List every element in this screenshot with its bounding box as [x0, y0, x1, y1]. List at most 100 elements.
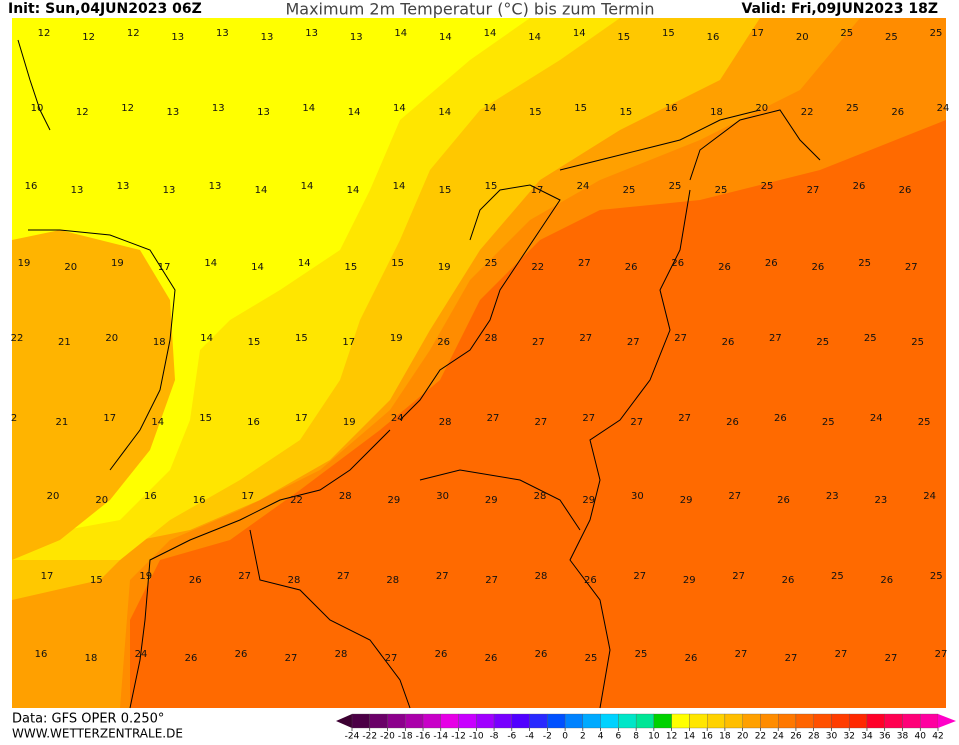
temperature-value: 27 — [835, 649, 848, 660]
temperature-value: 16 — [35, 649, 48, 660]
legend-tick-label: 18 — [719, 732, 731, 742]
temperature-value: 28 — [439, 417, 452, 428]
temperature-value: 15 — [662, 28, 675, 39]
temperature-value: 27 — [627, 337, 640, 348]
temperature-value: 14 — [484, 28, 497, 39]
temperature-value: 26 — [718, 262, 731, 273]
legend-tick-label: 12 — [666, 732, 677, 742]
temperature-value: 16 — [707, 32, 720, 43]
temperature-value: 13 — [163, 185, 176, 196]
legend-swatch — [458, 713, 477, 729]
temperature-value: 16 — [144, 491, 157, 502]
temperature-value: 27 — [735, 649, 748, 660]
temperature-value: 14 — [151, 417, 164, 428]
temperature-value: 15 — [248, 337, 261, 348]
temperature-value: 14 — [348, 107, 361, 118]
temperature-value: 12 — [76, 107, 89, 118]
temperature-value: 29 — [388, 495, 401, 506]
temperature-value: 19 — [390, 333, 403, 344]
valid-label: Valid: Fri,09JUN2023 18Z — [741, 1, 938, 17]
temperature-value: 14 — [393, 181, 406, 192]
legend-swatch — [529, 713, 548, 729]
temperature-value: 28 — [335, 649, 348, 660]
legend-swatch — [902, 713, 921, 729]
temperature-value: 15 — [295, 333, 308, 344]
temperature-value: 24 — [135, 649, 148, 660]
temperature-value: 14 — [439, 32, 452, 43]
temperature-value: 25 — [840, 28, 853, 39]
temperature-value: 12 — [38, 28, 51, 39]
temperature-value: 27 — [885, 653, 898, 664]
legend-swatch — [831, 713, 850, 729]
temperature-value: 20 — [64, 262, 77, 273]
temperature-value: 21 — [56, 417, 69, 428]
legend-swatch — [760, 713, 779, 729]
temperature-value: 26 — [435, 649, 448, 660]
temperature-value: 22 — [290, 495, 303, 506]
legend-swatch — [689, 713, 708, 729]
temperature-value: 26 — [485, 653, 498, 664]
temperature-value: 12 — [127, 28, 140, 39]
temperature-value: 25 — [761, 181, 774, 192]
temperature-value: 21 — [58, 337, 71, 348]
temperature-value: 25 — [918, 417, 931, 428]
legend-swatch — [849, 713, 868, 729]
temperature-value: 19 — [139, 571, 152, 582]
temperature-value: 27 — [487, 413, 500, 424]
temperature-value: 19 — [18, 258, 31, 269]
temperature-value: 22 — [801, 107, 814, 118]
legend-tick-label: -18 — [398, 732, 413, 742]
temperature-value: 27 — [532, 337, 545, 348]
temperature-value: 14 — [438, 107, 451, 118]
legend-swatch — [582, 713, 601, 729]
legend-tick-label: 20 — [737, 732, 749, 742]
temperature-value: 18 — [85, 653, 98, 664]
temperature-value: 13 — [209, 181, 222, 192]
temperature-value: 17 — [295, 413, 308, 424]
legend-swatch — [351, 713, 370, 729]
temperature-value: 24 — [870, 413, 883, 424]
legend-tick-label: -22 — [362, 732, 377, 742]
temperature-value: 17 — [41, 571, 54, 582]
temperature-value: 29 — [683, 575, 696, 586]
legend-swatch — [635, 713, 655, 729]
temperature-value: 17 — [531, 185, 544, 196]
temperature-value: 27 — [807, 185, 820, 196]
legend-tick-label: 38 — [897, 732, 909, 742]
legend-tick-label: 6 — [615, 732, 621, 742]
temperature-value: 13 — [117, 181, 130, 192]
temperature-value: 28 — [288, 575, 301, 586]
temperature-value: 13 — [257, 107, 270, 118]
temperature-value: 25 — [911, 337, 924, 348]
legend-swatch — [742, 713, 761, 729]
temperature-value: 25 — [846, 103, 859, 114]
legend-tick-label: 4 — [598, 732, 604, 742]
temperature-value: 25 — [822, 417, 835, 428]
legend-tick-label: 40 — [915, 732, 927, 742]
temperature-value: 13 — [167, 107, 180, 118]
legend-swatch — [920, 713, 939, 729]
temperature-value: 26 — [782, 575, 795, 586]
legend-tick-label: -12 — [451, 732, 466, 742]
temperature-value: 29 — [485, 495, 498, 506]
legend-tick-label: 22 — [755, 732, 766, 742]
legend-swatch — [600, 713, 619, 729]
temperature-value: 14 — [204, 258, 217, 269]
temperature-value: 17 — [103, 413, 116, 424]
temperature-value: 26 — [584, 575, 597, 586]
legend-tick-label: 30 — [826, 732, 838, 742]
temperature-value: 15 — [345, 262, 358, 273]
temperature-value: 12 — [121, 103, 134, 114]
temperature-value: 27 — [633, 571, 646, 582]
temperature-value: 15 — [574, 103, 587, 114]
coastline — [17, 39, 821, 709]
legend-swatch — [866, 713, 885, 729]
legend-arrow-right — [938, 714, 956, 728]
legend-tick-label: -14 — [433, 732, 448, 742]
legend-swatch — [564, 713, 583, 729]
temperature-value: 26 — [185, 653, 198, 664]
legend-swatch — [884, 713, 903, 729]
temperature-value: 30 — [436, 491, 449, 502]
temperature-value: 13 — [216, 28, 229, 39]
temperature-value: 28 — [534, 491, 547, 502]
